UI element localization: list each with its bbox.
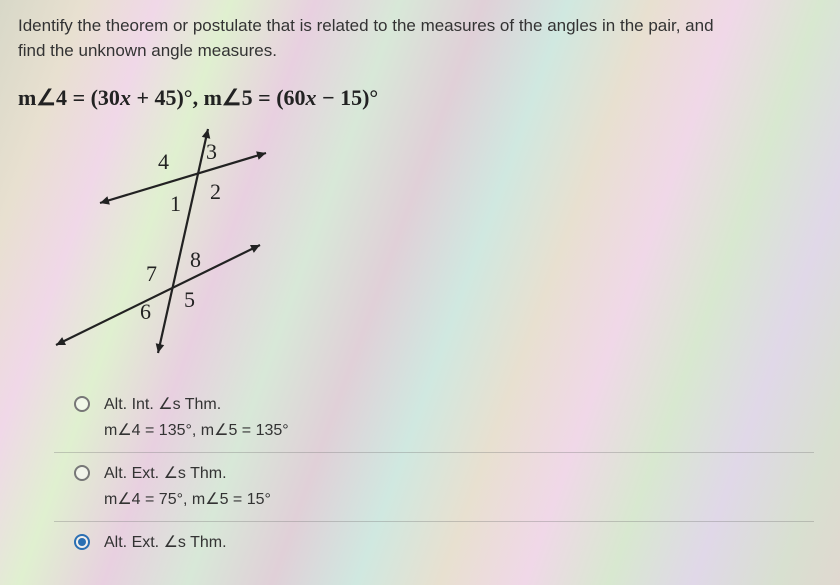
option-c-title: Alt. Ext. ∠s Thm. bbox=[104, 531, 227, 555]
eq-rhs1x: x bbox=[120, 85, 131, 110]
option-b[interactable]: Alt. Ext. ∠s Thm. m∠4 = 75°, m∠5 = 15° bbox=[74, 455, 822, 519]
given-equation: m∠4 = (30x + 45)°, m∠5 = (60x − 15)° bbox=[18, 85, 822, 111]
option-b-title: Alt. Ext. ∠s Thm. bbox=[104, 462, 271, 486]
diagram-svg: 1 2 3 4 5 6 7 8 bbox=[48, 123, 308, 363]
option-b-measures: m∠4 = 75°, m∠5 = 15° bbox=[104, 488, 271, 512]
option-a-body: Alt. Int. ∠s Thm. m∠4 = 135°, m∠5 = 135° bbox=[104, 393, 289, 443]
eq-eq1: = bbox=[67, 85, 91, 110]
svg-text:3: 3 bbox=[206, 139, 217, 164]
question-prompt: Identify the theorem or postulate that i… bbox=[18, 14, 822, 63]
eq-rhs2a: (60 bbox=[276, 85, 305, 110]
option-c[interactable]: Alt. Ext. ∠s Thm. bbox=[74, 524, 822, 564]
eq-eq2: = bbox=[253, 85, 277, 110]
divider-2 bbox=[54, 521, 814, 522]
eq-rhs2x: x bbox=[306, 85, 317, 110]
svg-text:2: 2 bbox=[210, 179, 221, 204]
angle-diagram: 1 2 3 4 5 6 7 8 bbox=[48, 123, 822, 368]
radio-a[interactable] bbox=[74, 396, 90, 412]
option-a[interactable]: Alt. Int. ∠s Thm. m∠4 = 135°, m∠5 = 135° bbox=[74, 386, 822, 450]
option-b-body: Alt. Ext. ∠s Thm. m∠4 = 75°, m∠5 = 15° bbox=[104, 462, 271, 512]
eq-lhs1: m∠4 bbox=[18, 85, 67, 110]
prompt-line-2: find the unknown angle measures. bbox=[18, 39, 822, 64]
eq-lhs2: m∠5 bbox=[204, 85, 253, 110]
svg-text:8: 8 bbox=[190, 247, 201, 272]
radio-b[interactable] bbox=[74, 465, 90, 481]
svg-text:4: 4 bbox=[158, 149, 169, 174]
answer-options: Alt. Int. ∠s Thm. m∠4 = 135°, m∠5 = 135°… bbox=[74, 386, 822, 564]
divider-1 bbox=[54, 452, 814, 453]
prompt-line-1: Identify the theorem or postulate that i… bbox=[18, 14, 822, 39]
option-a-measures: m∠4 = 135°, m∠5 = 135° bbox=[104, 419, 289, 443]
option-c-body: Alt. Ext. ∠s Thm. bbox=[104, 531, 227, 557]
eq-sep: , bbox=[193, 85, 204, 110]
svg-text:7: 7 bbox=[146, 261, 157, 286]
eq-rhs2b: − 15)° bbox=[317, 85, 379, 110]
option-a-title: Alt. Int. ∠s Thm. bbox=[104, 393, 289, 417]
svg-text:1: 1 bbox=[170, 191, 181, 216]
svg-text:6: 6 bbox=[140, 299, 151, 324]
radio-c[interactable] bbox=[74, 534, 90, 550]
eq-rhs1b: + 45)° bbox=[131, 85, 193, 110]
svg-text:5: 5 bbox=[184, 287, 195, 312]
eq-rhs1a: (30 bbox=[91, 85, 120, 110]
